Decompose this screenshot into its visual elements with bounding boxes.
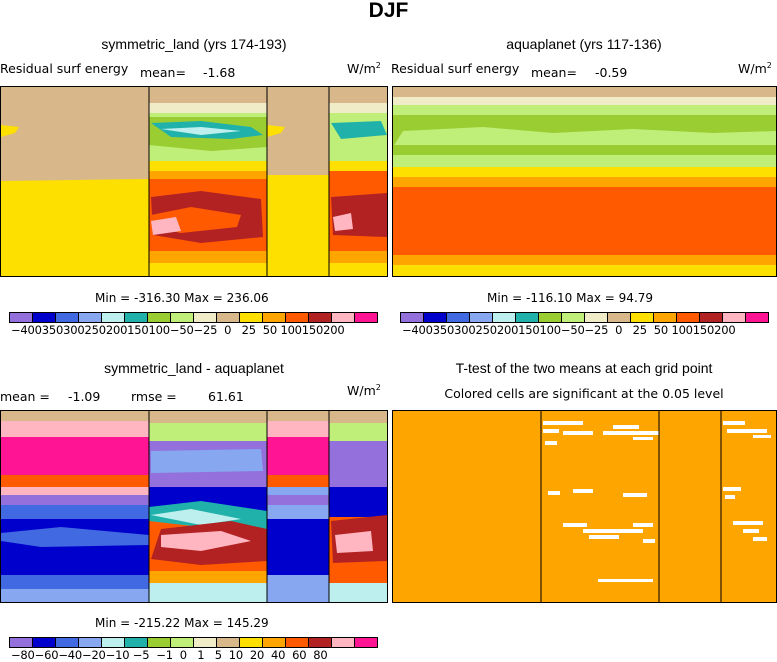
min-value: -215.22 xyxy=(134,616,181,630)
min-value: -116.10 xyxy=(526,291,573,305)
units-superscript: 2 xyxy=(375,383,381,392)
max-value: 145.29 xyxy=(226,616,269,630)
min-label: Min = xyxy=(95,291,131,305)
units-superscript: 2 xyxy=(766,61,772,70)
colorbar xyxy=(9,637,378,648)
map-ttest xyxy=(392,410,777,603)
units-label: W/m2 xyxy=(738,61,772,76)
colorbar xyxy=(9,312,378,323)
units-text: W/m xyxy=(347,61,376,77)
colorbar-tick-labels: −400350300250200150100−50−25 0 25 50 100… xyxy=(402,323,736,337)
max-value: 236.06 xyxy=(226,291,269,305)
rmse-label: rmse = xyxy=(131,389,177,404)
units-label: W/m2 xyxy=(347,61,381,76)
colorbar xyxy=(400,312,769,323)
map-symmetric-land xyxy=(0,86,388,277)
map-aquaplanet xyxy=(392,86,777,277)
colorbar-tick-labels: −400350300250200150100−50−25 0 25 50 100… xyxy=(11,323,345,337)
units-superscript: 2 xyxy=(375,61,381,70)
significance-note: Colored cells are significant at the 0.0… xyxy=(444,386,724,401)
min-label: Min = xyxy=(95,616,131,630)
min-max-readout: Min = -116.10 Max = 94.79 xyxy=(487,291,653,305)
max-value: 94.79 xyxy=(618,291,654,305)
min-max-readout: Min = -316.30 Max = 236.06 xyxy=(95,291,269,305)
mean-value: -1.09 xyxy=(68,389,101,404)
panel-title-symmetric-land: symmetric_land (yrs 174-193) xyxy=(101,36,287,52)
units-text: W/m xyxy=(347,383,376,399)
rmse-value: 61.61 xyxy=(208,389,244,404)
max-label: Max = xyxy=(576,291,615,305)
mean-value: -1.68 xyxy=(203,65,236,80)
mean-value: -0.59 xyxy=(595,65,628,80)
min-label: Min = xyxy=(487,291,523,305)
colorbar-tick-labels: −80−60−40−20−10 −5 −1 0 1 5 10 20 40 60 … xyxy=(11,648,328,662)
min-max-readout: Min = -215.22 Max = 145.29 xyxy=(95,616,269,630)
non-significant-cells xyxy=(543,421,771,582)
mean-label: mean= xyxy=(140,65,186,80)
map-difference xyxy=(0,410,388,603)
figure-title: DJF xyxy=(368,0,409,22)
panel-title-aquaplanet: aquaplanet (yrs 117-136) xyxy=(506,36,662,52)
units-text: W/m xyxy=(738,61,767,77)
variable-label: Residual surf energy xyxy=(391,61,520,76)
mean-label: mean= xyxy=(531,65,577,80)
panel-title-difference: symmetric_land - aquaplanet xyxy=(104,360,284,376)
max-label: Max = xyxy=(184,616,223,630)
max-label: Max = xyxy=(184,291,223,305)
units-label: W/m2 xyxy=(347,383,381,398)
variable-label: Residual surf energy xyxy=(0,61,129,76)
mean-label: mean = xyxy=(0,389,50,404)
panel-title-ttest: T-test of the two means at each grid poi… xyxy=(455,360,713,376)
min-value: -316.30 xyxy=(134,291,181,305)
